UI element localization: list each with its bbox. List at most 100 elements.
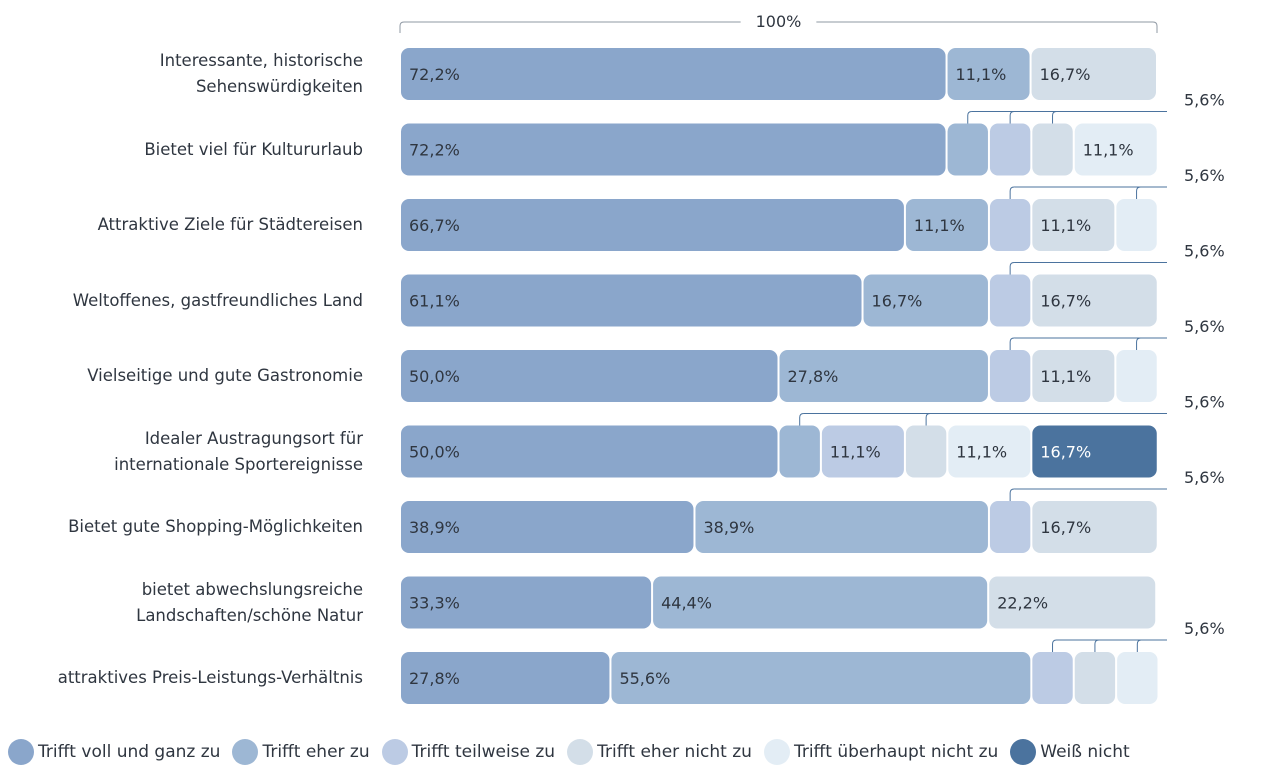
legend-swatch <box>8 739 34 765</box>
category-label-line: bietet abwechslungsreiche <box>141 579 363 599</box>
bar-segment <box>905 199 988 251</box>
segment-label: 72,2% <box>409 65 460 84</box>
bar-segment <box>401 350 778 402</box>
segment-label: 11,1% <box>1083 141 1134 160</box>
category-label: Bietet viel für Kultururlaub <box>13 137 363 163</box>
segment-label: 55,6% <box>619 669 670 688</box>
legend-swatch <box>567 739 594 765</box>
segment-label: 11,1% <box>956 65 1007 84</box>
segment-label: 16,7% <box>1040 518 1091 537</box>
legend-swatch <box>763 739 790 765</box>
category-label-line: Vielseitige und gute Gastronomie <box>87 366 363 385</box>
segment-label: 16,7% <box>1040 443 1091 462</box>
bar-segment <box>1032 123 1073 176</box>
bar-segment <box>1074 652 1116 704</box>
category-label: bietet abwechslungsreiche Landschaften/sc… <box>13 577 363 629</box>
segment-label: 27,8% <box>409 669 460 688</box>
bar-segment <box>401 501 694 553</box>
bar-segment <box>401 576 652 629</box>
bar-segment <box>1116 199 1157 251</box>
category-label-line: internationale Sportereignisse <box>114 454 363 474</box>
bar-segment <box>947 48 1030 100</box>
bar-segment <box>401 123 946 176</box>
bar-segment <box>1032 274 1157 327</box>
bar-segment <box>947 123 988 176</box>
callout-line <box>799 413 1167 426</box>
segment-label: 16,7% <box>872 292 923 311</box>
segment-label: 27,8% <box>788 367 839 386</box>
segment-label: 38,9% <box>409 518 460 537</box>
category-label-line: Landschaften/schöne Natur <box>136 605 363 625</box>
category-label-line: attraktives Preis-Leistungs-Verhältnis <box>57 668 363 687</box>
total-bracket-right <box>816 21 1158 33</box>
legend-label: Trifft teilweise zu <box>411 742 556 762</box>
callout-line <box>1009 186 1167 199</box>
bar-segment <box>1117 652 1158 704</box>
category-label-line: Weltoffenes, gastfreundliches Land <box>72 290 363 310</box>
callout-label: 5,6% <box>1184 393 1225 412</box>
bar-segment <box>989 576 1156 629</box>
legend-label: Weiß nicht <box>1040 742 1130 762</box>
bar-segment <box>948 425 1031 478</box>
bar-segment <box>989 199 1031 251</box>
bar-segment <box>1032 425 1157 478</box>
legend-label: Trifft überhaupt nicht zu <box>793 742 999 762</box>
bar-segment <box>1074 123 1157 176</box>
category-label: Bietet gute Shopping-Möglichkeiten <box>13 514 363 540</box>
category-label-line: Sehenswürdigkeiten <box>195 77 363 96</box>
bar-segment <box>1032 652 1073 704</box>
callout-label: 5,6% <box>1184 619 1225 638</box>
segment-label: 61,1% <box>409 292 460 311</box>
category-label-line: Bietet viel für Kultururlaub <box>144 139 363 159</box>
category-label-line: Interessante, historische <box>159 51 363 70</box>
category-label-line: Bietet gute Shopping-Möglichkeiten <box>68 517 363 536</box>
segment-label: 11,1% <box>956 443 1007 462</box>
legend-item: Weiß nicht <box>1010 739 1130 765</box>
category-label: Weltoffenes, gastfreundliches Land <box>13 288 363 314</box>
bar-segment <box>989 274 1031 327</box>
total-label: 100% <box>756 12 802 31</box>
bar-segment <box>1032 501 1157 553</box>
bar-segment <box>401 652 610 704</box>
bar-segment <box>863 274 988 327</box>
category-label-line: Idealer Austragungsort für <box>144 428 363 448</box>
segment-label: 11,1% <box>1040 216 1091 235</box>
bar-segment <box>989 350 1031 402</box>
legend-label: Trifft eher zu <box>262 742 370 762</box>
callout-line <box>1009 262 1167 275</box>
bar-segment <box>1032 199 1115 251</box>
segment-label: 44,4% <box>661 594 712 613</box>
segment-label: 33,3% <box>409 594 460 613</box>
bar-segment <box>653 576 988 629</box>
bar-segment <box>695 501 988 553</box>
callout-line <box>1052 639 1167 652</box>
segment-label: 50,0% <box>409 443 460 462</box>
segment-label: 16,7% <box>1040 292 1091 311</box>
legend: Trifft voll und ganz zu Trifft eher zu Tri… <box>8 737 1142 767</box>
bar-segment <box>821 425 904 478</box>
bar-segment <box>1031 48 1156 100</box>
segment-label: 11,1% <box>1040 367 1091 386</box>
category-label-line: Attraktive Ziele für Städtereisen <box>97 215 363 234</box>
category-label: Attraktive Ziele für Städtereisen <box>13 212 363 238</box>
bar-segment <box>779 350 988 402</box>
callout-label: 5,6% <box>1184 468 1225 487</box>
callout-label: 5,6% <box>1184 242 1225 261</box>
total-bracket-left <box>399 21 741 33</box>
callout-label: 5,6% <box>1184 91 1225 110</box>
segment-label: 16,7% <box>1040 65 1091 84</box>
bar-segment <box>905 425 947 478</box>
segment-label: 22,2% <box>997 594 1048 613</box>
legend-item: Trifft überhaupt nicht zu <box>763 739 999 765</box>
legend-item: Trifft eher zu <box>232 739 370 765</box>
bar-segment <box>779 425 820 478</box>
segment-label: 66,7% <box>409 216 460 235</box>
segment-label: 11,1% <box>914 216 965 235</box>
segment-label: 11,1% <box>830 443 881 462</box>
bar-segment <box>1032 350 1115 402</box>
segment-label: 38,9% <box>703 518 754 537</box>
category-label: attraktives Preis-Leistungs-Verhältnis <box>13 665 363 691</box>
category-label: Idealer Austragungsort für internationale… <box>13 426 363 478</box>
segment-label: 72,2% <box>409 141 460 160</box>
